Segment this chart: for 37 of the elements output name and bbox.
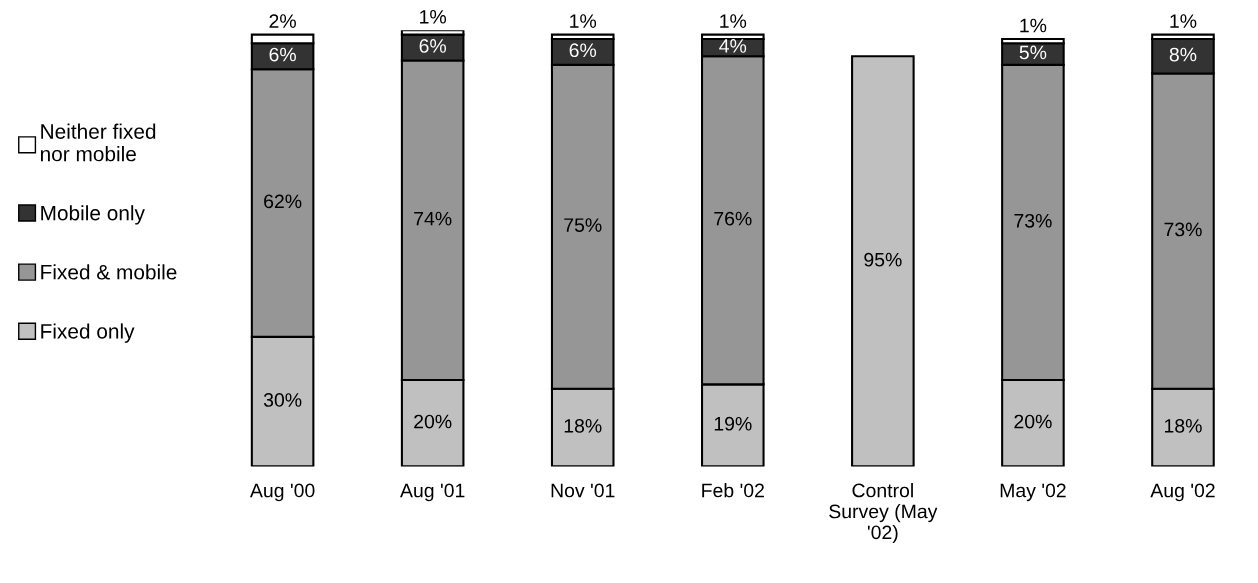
x-tick-label: Aug '02 — [1150, 483, 1215, 502]
data-label: 62% — [264, 194, 302, 209]
data-label: 1% — [1020, 18, 1047, 33]
data-label: 73% — [1014, 213, 1052, 228]
data-label: 6% — [569, 43, 597, 58]
data-label: 6% — [269, 47, 296, 62]
x-tick-label: Control Survey (May '02) — [829, 483, 938, 544]
data-label: 1% — [1170, 14, 1197, 28]
data-label: 20% — [1014, 414, 1052, 429]
legend-label: Neither fixed nor mobile — [40, 123, 156, 162]
data-label: 76% — [714, 211, 752, 226]
data-label: 18% — [1164, 418, 1202, 433]
x-tick-label: Aug '00 — [249, 483, 315, 502]
data-label: 1% — [420, 10, 447, 24]
data-label: 75% — [564, 218, 602, 232]
data-label: 20% — [414, 414, 452, 429]
legend-label: Mobile only — [41, 205, 145, 225]
data-label: 2% — [269, 14, 296, 28]
data-label: 8% — [1169, 47, 1197, 62]
data-label: 6% — [419, 39, 447, 53]
legend-label: Fixed only — [41, 323, 135, 343]
data-label: 19% — [714, 416, 752, 431]
data-label: 1% — [720, 14, 747, 28]
data-label: 18% — [564, 418, 602, 433]
data-label: 1% — [570, 14, 597, 28]
data-label: 95% — [864, 252, 902, 267]
data-label: 74% — [414, 211, 452, 226]
x-tick-label: Aug '01 — [400, 483, 465, 502]
legend-label: Fixed & mobile — [41, 264, 177, 280]
data-label: 5% — [1019, 45, 1047, 60]
data-label: 30% — [263, 393, 302, 407]
data-label: 73% — [1164, 222, 1202, 237]
x-tick-label: Nov '01 — [551, 483, 615, 498]
data-label: 4% — [719, 39, 747, 53]
x-tick-label: Feb '02 — [702, 483, 764, 498]
bar — [851, 55, 915, 467]
x-tick-label: May '02 — [1000, 483, 1066, 502]
